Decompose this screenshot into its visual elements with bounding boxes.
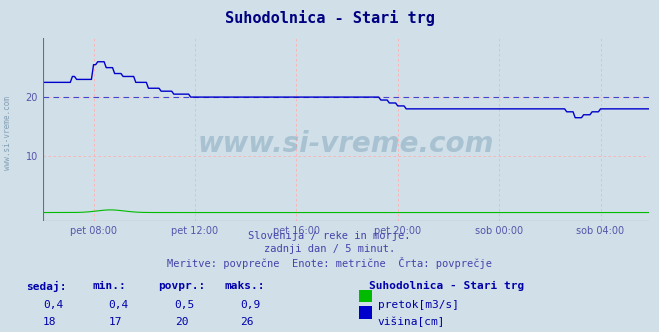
Text: min.:: min.: <box>92 281 126 290</box>
Text: povpr.:: povpr.: <box>158 281 206 290</box>
Text: 0,5: 0,5 <box>175 300 195 310</box>
Text: 18: 18 <box>43 317 56 327</box>
Text: maks.:: maks.: <box>224 281 264 290</box>
Text: pretok[m3/s]: pretok[m3/s] <box>378 300 459 310</box>
Text: Suhodolnica - Stari trg: Suhodolnica - Stari trg <box>225 10 434 26</box>
Text: Suhodolnica - Stari trg: Suhodolnica - Stari trg <box>369 281 525 290</box>
Text: višina[cm]: višina[cm] <box>378 317 445 327</box>
Text: sedaj:: sedaj: <box>26 281 67 291</box>
Text: Slovenija / reke in morje.: Slovenija / reke in morje. <box>248 231 411 241</box>
Text: www.si-vreme.com: www.si-vreme.com <box>198 130 494 158</box>
Text: 0,9: 0,9 <box>241 300 261 310</box>
Text: 0,4: 0,4 <box>43 300 63 310</box>
Text: 26: 26 <box>241 317 254 327</box>
Text: 17: 17 <box>109 317 122 327</box>
Text: Meritve: povprečne  Enote: metrične  Črta: povprečje: Meritve: povprečne Enote: metrične Črta:… <box>167 257 492 269</box>
Text: zadnji dan / 5 minut.: zadnji dan / 5 minut. <box>264 244 395 254</box>
Text: www.si-vreme.com: www.si-vreme.com <box>3 96 13 170</box>
Text: 20: 20 <box>175 317 188 327</box>
Text: 0,4: 0,4 <box>109 300 129 310</box>
